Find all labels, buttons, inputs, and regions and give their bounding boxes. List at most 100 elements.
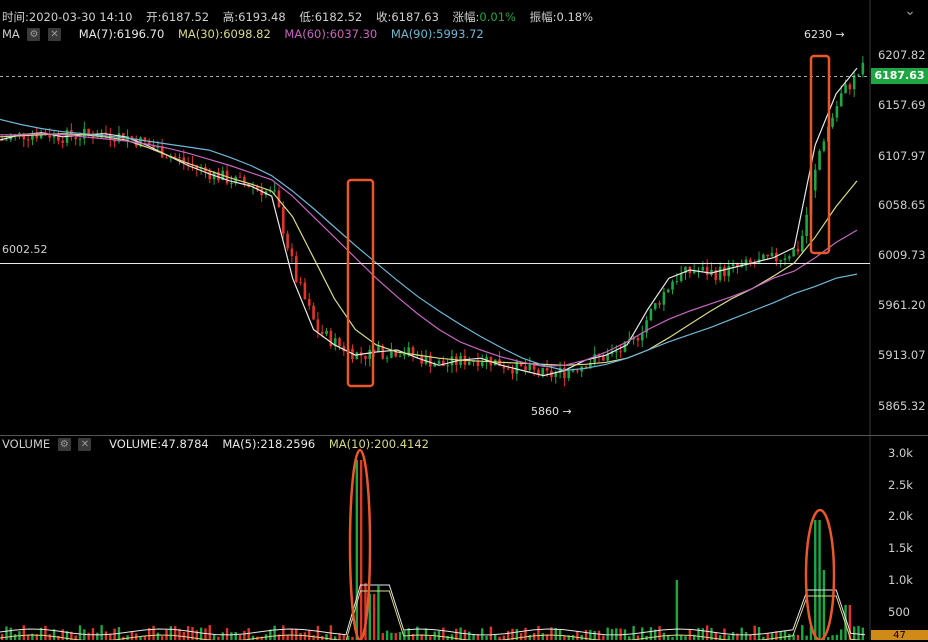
volume-bar bbox=[597, 630, 601, 640]
volume-bar bbox=[420, 634, 423, 640]
volume-bar bbox=[57, 635, 60, 640]
volume-bar bbox=[455, 628, 458, 640]
volume-bar bbox=[822, 570, 826, 640]
ma-settings-gear-icon[interactable]: ⚙ bbox=[27, 28, 41, 41]
candle-body bbox=[844, 84, 847, 94]
candle-body bbox=[792, 248, 795, 257]
price-axis: 6207.82 6157.69 6107.97 6058.65 6009.73 5961.… bbox=[878, 48, 926, 413]
volume-bar bbox=[208, 625, 211, 640]
volume-bar bbox=[0, 634, 4, 640]
candle-body bbox=[173, 156, 177, 158]
candle-body bbox=[532, 364, 536, 370]
volume-bar bbox=[485, 635, 488, 640]
ma-line-1 bbox=[0, 133, 858, 366]
volume-bar bbox=[567, 635, 570, 640]
candle-body bbox=[567, 370, 571, 379]
volume-bar bbox=[381, 633, 384, 640]
volume-bar bbox=[775, 631, 778, 640]
volume-bar bbox=[5, 626, 8, 640]
candle-body bbox=[770, 252, 774, 257]
volume-bar bbox=[463, 629, 467, 640]
ma60-value: MA(60):6037.30 bbox=[284, 27, 378, 41]
candle-body bbox=[714, 269, 718, 280]
volume-bar bbox=[532, 632, 536, 640]
volume-bar bbox=[589, 629, 592, 640]
candle-body bbox=[381, 345, 385, 359]
candle-body bbox=[87, 128, 90, 134]
volume-bar bbox=[221, 632, 224, 640]
volume-bar bbox=[139, 636, 142, 640]
candle-body bbox=[385, 357, 389, 359]
volume-bar bbox=[796, 634, 800, 640]
ma30-value: MA(30):6098.82 bbox=[177, 27, 271, 41]
candle-body bbox=[571, 370, 575, 372]
candle-body bbox=[342, 346, 346, 352]
price-tick-label: 5865.32 bbox=[878, 399, 926, 413]
candle-body bbox=[364, 355, 367, 359]
volume-bar bbox=[437, 631, 441, 640]
volume-bar bbox=[299, 632, 302, 640]
candle-body bbox=[31, 135, 34, 140]
volume-bar bbox=[91, 628, 95, 640]
candle-body bbox=[727, 266, 731, 277]
volume-settings-gear-icon[interactable]: ⚙ bbox=[57, 438, 71, 451]
candle-body bbox=[450, 356, 454, 366]
candle-body bbox=[744, 259, 748, 264]
volume-tick-label: 1.5k bbox=[888, 541, 913, 555]
volume-bar bbox=[411, 633, 415, 640]
volume-bar bbox=[805, 635, 808, 640]
candle-body bbox=[411, 347, 415, 356]
time-label: 时间:2020-03-30 14:10 bbox=[2, 10, 133, 24]
volume-bar bbox=[442, 627, 445, 640]
volume-close-icon[interactable]: ✕ bbox=[78, 438, 92, 451]
candle-body bbox=[848, 84, 852, 90]
volume-bar bbox=[840, 629, 843, 640]
volume-bar bbox=[148, 627, 151, 640]
candle-body bbox=[208, 171, 212, 180]
candle-body bbox=[852, 75, 856, 90]
crosshair-price-label: 6002.52 bbox=[2, 243, 48, 256]
volume-bar bbox=[593, 630, 596, 640]
candle-body bbox=[545, 367, 549, 371]
candle-body bbox=[658, 303, 661, 305]
change-value: 0.01% bbox=[479, 10, 516, 24]
candle-body bbox=[541, 367, 545, 375]
candle-body bbox=[813, 169, 817, 191]
candle-body bbox=[48, 135, 52, 138]
price-tick-label: 6009.73 bbox=[878, 248, 926, 262]
candle-body bbox=[584, 366, 588, 369]
candle-body bbox=[857, 74, 860, 76]
volume-bar bbox=[87, 632, 90, 640]
candle-body bbox=[368, 349, 372, 359]
volume-bar bbox=[662, 632, 666, 640]
volume-bar bbox=[74, 635, 77, 640]
ma-close-icon[interactable]: ✕ bbox=[48, 28, 62, 41]
volume-bar bbox=[641, 627, 644, 640]
candle-body bbox=[839, 93, 843, 107]
volume-bar bbox=[679, 635, 683, 640]
candle-body bbox=[143, 137, 147, 142]
candle-body bbox=[666, 289, 670, 293]
volume-bar bbox=[511, 628, 514, 640]
volume-bar bbox=[31, 633, 34, 640]
candle-body bbox=[61, 140, 65, 143]
collapse-chevron-icon[interactable]: ⌄ bbox=[904, 3, 916, 19]
volume-bar bbox=[684, 636, 687, 640]
candle-body bbox=[731, 263, 735, 267]
volume-bar bbox=[545, 634, 549, 640]
volume-bar bbox=[749, 634, 752, 640]
volume-bar bbox=[169, 626, 173, 640]
candle-body bbox=[442, 360, 445, 367]
volume-bar bbox=[212, 634, 216, 640]
volume-bar bbox=[398, 632, 402, 640]
volume-bar bbox=[809, 626, 813, 640]
ma-line-2 bbox=[0, 133, 858, 368]
volume-bar bbox=[65, 631, 69, 640]
volume-bar bbox=[779, 631, 782, 640]
volume-bar bbox=[731, 631, 735, 640]
candle-body bbox=[230, 183, 233, 185]
candle-body bbox=[307, 299, 311, 306]
volume-bar bbox=[355, 460, 359, 640]
volume-bar bbox=[416, 626, 419, 640]
